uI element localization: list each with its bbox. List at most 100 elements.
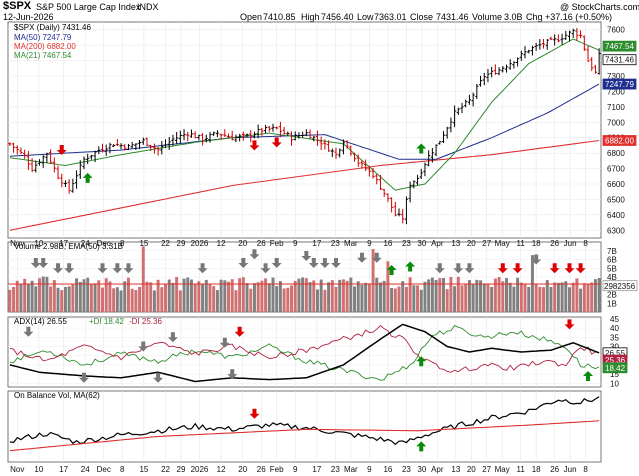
price-bar	[419, 168, 423, 180]
volume-bar	[512, 286, 516, 312]
x-tick-label-bottom: 20	[238, 465, 247, 474]
price-bar	[278, 121, 283, 138]
volume-bar	[45, 276, 49, 312]
symbol[interactable]: $SPX	[3, 0, 32, 12]
price-bar	[297, 132, 301, 139]
price-tick-label: 6300	[607, 226, 625, 235]
x-tick-label-top: Nov	[10, 239, 24, 248]
volume-bar	[308, 282, 312, 312]
volume-bar	[112, 288, 116, 312]
price-bar	[37, 159, 42, 166]
signal-arrow-up	[82, 172, 93, 183]
x-tick-label-top: Apr	[431, 239, 444, 248]
adx-legend-plus-di: +DI 18.42	[89, 317, 124, 326]
price-bar	[171, 134, 175, 146]
price-bar	[189, 129, 194, 138]
volume-bar	[164, 284, 167, 312]
price-bar	[553, 34, 557, 46]
volume-tick-label: 4B	[607, 273, 617, 282]
price-bar	[415, 174, 420, 185]
price-bar	[482, 72, 486, 86]
signal-arrow-neutral	[38, 258, 49, 268]
signal-arrow-down	[497, 263, 508, 274]
volume-bar	[145, 281, 149, 312]
price-bar	[423, 162, 427, 177]
volume-bar	[182, 278, 186, 312]
price-bar	[464, 99, 468, 108]
price-bar	[212, 131, 216, 137]
price-bar	[293, 131, 297, 141]
x-tick-label-top: 10	[34, 239, 43, 248]
volume-bar	[189, 279, 193, 312]
price-box-value: 7467.54	[605, 42, 634, 51]
price-bar	[571, 28, 575, 38]
price-bar	[315, 130, 320, 146]
volume-bar	[553, 282, 557, 312]
price-bar	[334, 147, 338, 159]
volume-bar	[542, 287, 546, 312]
x-tick-label-bottom: 22	[161, 465, 170, 474]
price-bar	[208, 132, 212, 143]
ma21-line	[9, 38, 600, 191]
price-bar	[567, 30, 572, 42]
volume-bar	[249, 288, 253, 312]
adx-legend-minus-di: -DI 25.36	[129, 317, 162, 326]
signal-arrow-neutral	[227, 369, 238, 380]
volume-bar	[479, 280, 483, 312]
signal-arrow-up	[416, 441, 427, 452]
price-bar	[467, 94, 472, 105]
price-bar	[586, 45, 590, 62]
volume-bar	[571, 282, 575, 312]
adx-value-text: 26.55	[605, 349, 626, 358]
volume-bar	[34, 286, 38, 312]
volume-bar	[204, 279, 208, 312]
volume-value-box	[602, 280, 638, 292]
x-tick-label-bottom: 17	[59, 465, 68, 474]
price-bar	[11, 142, 16, 153]
price-bar	[134, 143, 138, 150]
volume-bar	[290, 285, 294, 312]
volume-bar	[408, 277, 412, 312]
price-bar	[167, 136, 171, 150]
volume-bar	[382, 280, 386, 312]
x-tick-label-top: 9	[367, 239, 372, 248]
volume-value: 3.0B	[504, 12, 523, 22]
x-tick-label-top: Dec	[97, 239, 111, 248]
x-tick-label-bottom: 10	[34, 465, 43, 474]
volume-bar	[271, 277, 275, 312]
signal-arrow-down	[564, 263, 575, 274]
price-tick-label: 6700	[607, 165, 625, 174]
price-bar	[501, 66, 505, 73]
price-bar	[108, 142, 112, 154]
signal-arrow-up	[416, 356, 427, 367]
x-tick-label-top: 26	[550, 239, 559, 248]
x-tick-label-bottom: 8	[583, 465, 588, 474]
volume-bar	[393, 288, 397, 312]
price-bar	[527, 49, 531, 54]
price-bar	[204, 134, 208, 143]
volume-bar	[527, 286, 531, 312]
volume-bar	[390, 287, 394, 312]
volume-bar	[475, 279, 479, 312]
x-tick-label-bottom: Nov	[10, 465, 24, 474]
price-bar	[89, 154, 93, 160]
chart-header: $SPX S&P 500 Large Cap Index INDX 12-Jun…	[0, 0, 639, 23]
price-bar	[356, 154, 360, 167]
volume-bar	[516, 277, 520, 312]
x-tick-label-bottom: 17	[312, 465, 321, 474]
x-tick-label-top: 12	[217, 239, 226, 248]
adx-tick-label: 40	[610, 324, 619, 333]
ma200-line	[9, 139, 600, 231]
price-bar	[282, 127, 286, 135]
signal-arrow-neutral	[123, 263, 134, 274]
volume-bar	[593, 279, 597, 312]
price-bar	[34, 160, 38, 173]
price-bar	[393, 201, 397, 217]
price-bar	[119, 143, 123, 150]
price-bar	[141, 137, 145, 145]
price-bar	[519, 50, 523, 61]
volume-bar	[371, 249, 375, 312]
price-bar	[226, 133, 231, 138]
x-tick-label-bottom: Mar	[344, 465, 358, 474]
